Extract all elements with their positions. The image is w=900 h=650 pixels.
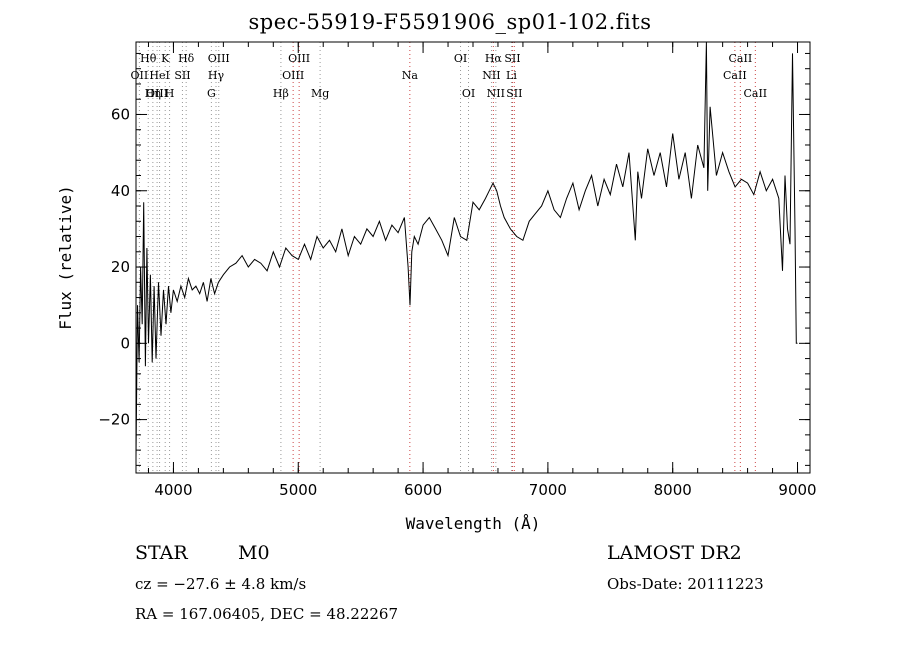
x-tick-label: 8000 [654,481,692,499]
coordinates-text: RA = 167.06405, DEC = 48.22267 [135,605,399,623]
obs-date-text: Obs-Date: 20111223 [607,575,764,593]
line-label-1: OII [131,69,149,82]
redshift-text: cz = −27.6 ± 4.8 km/s [135,575,307,593]
plot-frame [135,41,811,474]
line-label-16: Na [402,69,419,82]
line-label-5: Hη [145,87,161,100]
line-label-13: OIII [288,52,310,65]
line-label-2: OIII [146,87,168,100]
line-label-18: OI [462,87,475,100]
x-tick-label: 7000 [529,481,567,499]
x-tick-label: 6000 [404,481,442,499]
line-label-14: OIII [282,69,304,82]
line-label-9: OIII [208,52,230,65]
line-label-25: CaII [729,52,753,65]
line-label-19: Hα [485,52,503,65]
y-tick-label: −20 [98,411,130,429]
x-tick-label: 4000 [154,481,192,499]
line-label-23: NII [487,87,505,100]
survey-name: LAMOST DR2 [607,542,742,564]
line-label-10: Hγ [208,69,225,82]
x-axis-label: Wavelength (Å) [406,514,541,533]
spectrum-line [135,41,798,458]
line-label-27: CaII [743,87,767,100]
line-label-7: SII [174,69,190,82]
chart-title: spec-55919-F5591906_sp01-102.fits [248,10,652,34]
line-label-0: Hθ [140,52,157,65]
line-label-12: Hβ [273,87,289,100]
line-label-3: K [161,52,170,65]
line-label-15: Mg [311,87,329,100]
line-label-22: Li [506,69,517,82]
line-label-26: CaII [723,69,747,82]
line-label-24: SII [506,87,522,100]
x-tick-label: 9000 [778,481,816,499]
object-subclass: M0 [238,542,270,564]
line-label-21: NII [482,69,500,82]
y-tick-label: 60 [111,105,130,123]
line-label-17: OI [454,52,467,65]
line-label-20: SII [504,52,520,65]
y-axis-label: Flux (relative) [56,185,75,330]
y-tick-label: 0 [120,334,130,352]
line-label-4: HeI [149,69,169,82]
object-class: STAR [135,542,188,564]
line-label-8: Hδ [178,52,195,65]
line-label-11: G [207,87,216,100]
y-tick-label: 20 [111,258,130,276]
x-tick-label: 5000 [279,481,317,499]
y-tick-label: 40 [111,182,130,200]
line-label-6: H [165,87,175,100]
